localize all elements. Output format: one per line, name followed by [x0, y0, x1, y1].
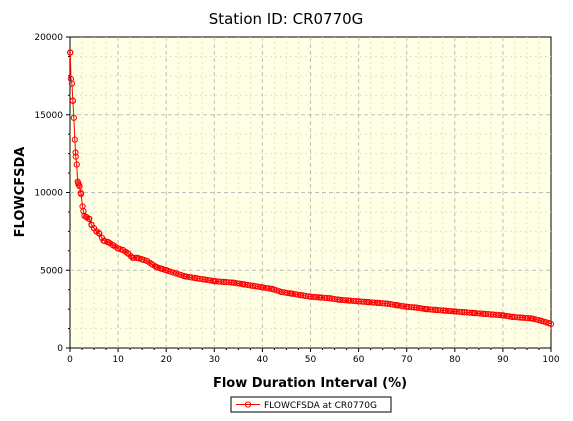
data-point — [165, 267, 172, 274]
data-point — [70, 114, 77, 121]
data-point — [71, 136, 78, 143]
data-point — [175, 271, 182, 278]
series-flowcfsda — [67, 49, 555, 327]
grid-lines — [70, 37, 551, 348]
data-point — [138, 256, 145, 263]
data-point — [540, 318, 547, 325]
y-tick-label: 20000 — [34, 33, 63, 43]
x-tick-label: 70 — [401, 355, 413, 365]
data-point — [154, 264, 161, 271]
x-axis-label: Flow Duration Interval (%) — [213, 376, 407, 391]
data-point — [72, 149, 79, 156]
x-tick-label: 20 — [160, 355, 172, 365]
y-tick-label: 5000 — [40, 266, 63, 276]
data-point — [268, 285, 275, 292]
x-tick-label: 50 — [305, 355, 317, 365]
data-point — [538, 317, 545, 324]
data-point — [167, 268, 174, 275]
x-tick-label: 100 — [542, 355, 559, 365]
x-tick-label: 10 — [112, 355, 124, 365]
y-axis-ticks: 0 5000 10000 15000 20000 — [34, 33, 70, 354]
data-point — [75, 180, 82, 187]
data-point — [77, 189, 84, 196]
x-axis-ticks: 0 10 20 30 40 50 60 70 80 90 100 — [67, 348, 560, 365]
x-tick-label: 30 — [209, 355, 221, 365]
x-tick-label: 60 — [353, 355, 365, 365]
data-point — [96, 230, 103, 237]
data-point — [162, 266, 169, 274]
y-axis-label: FLOWCFSDA — [13, 147, 28, 238]
x-tick-label: 40 — [257, 355, 269, 365]
legend-box — [230, 396, 392, 413]
y-tick-label: 10000 — [34, 189, 63, 199]
legend-marker-swatch — [244, 401, 252, 408]
data-point — [117, 246, 124, 253]
x-tick-label: 0 — [67, 355, 73, 365]
data-point — [85, 215, 92, 222]
data-point — [545, 320, 553, 327]
data-point — [80, 208, 87, 215]
data-point — [157, 265, 164, 272]
data-point — [73, 161, 80, 168]
x-tick-label: 80 — [449, 355, 461, 365]
legend[interactable]: FLOWCFSDA at CR0770G — [230, 396, 392, 413]
data-point — [67, 49, 74, 56]
chart-title: Station ID: CR0770G — [209, 10, 364, 28]
data-point — [114, 245, 121, 252]
data-point — [270, 286, 278, 293]
data-point — [159, 266, 166, 273]
y-tick-label: 0 — [57, 344, 63, 354]
data-point — [72, 153, 79, 160]
data-point — [135, 255, 143, 262]
data-point — [68, 80, 76, 87]
data-point — [76, 183, 83, 190]
legend-label: FLOWCFSDA at CR0770G — [264, 401, 377, 411]
y-tick-label: 15000 — [34, 111, 63, 121]
data-point — [69, 97, 76, 104]
x-tick-label: 90 — [497, 355, 509, 365]
data-point — [170, 269, 177, 276]
data-point — [543, 319, 550, 326]
data-point — [172, 270, 180, 277]
data-point — [273, 287, 280, 294]
data-point — [101, 237, 108, 245]
data-point — [141, 256, 148, 264]
